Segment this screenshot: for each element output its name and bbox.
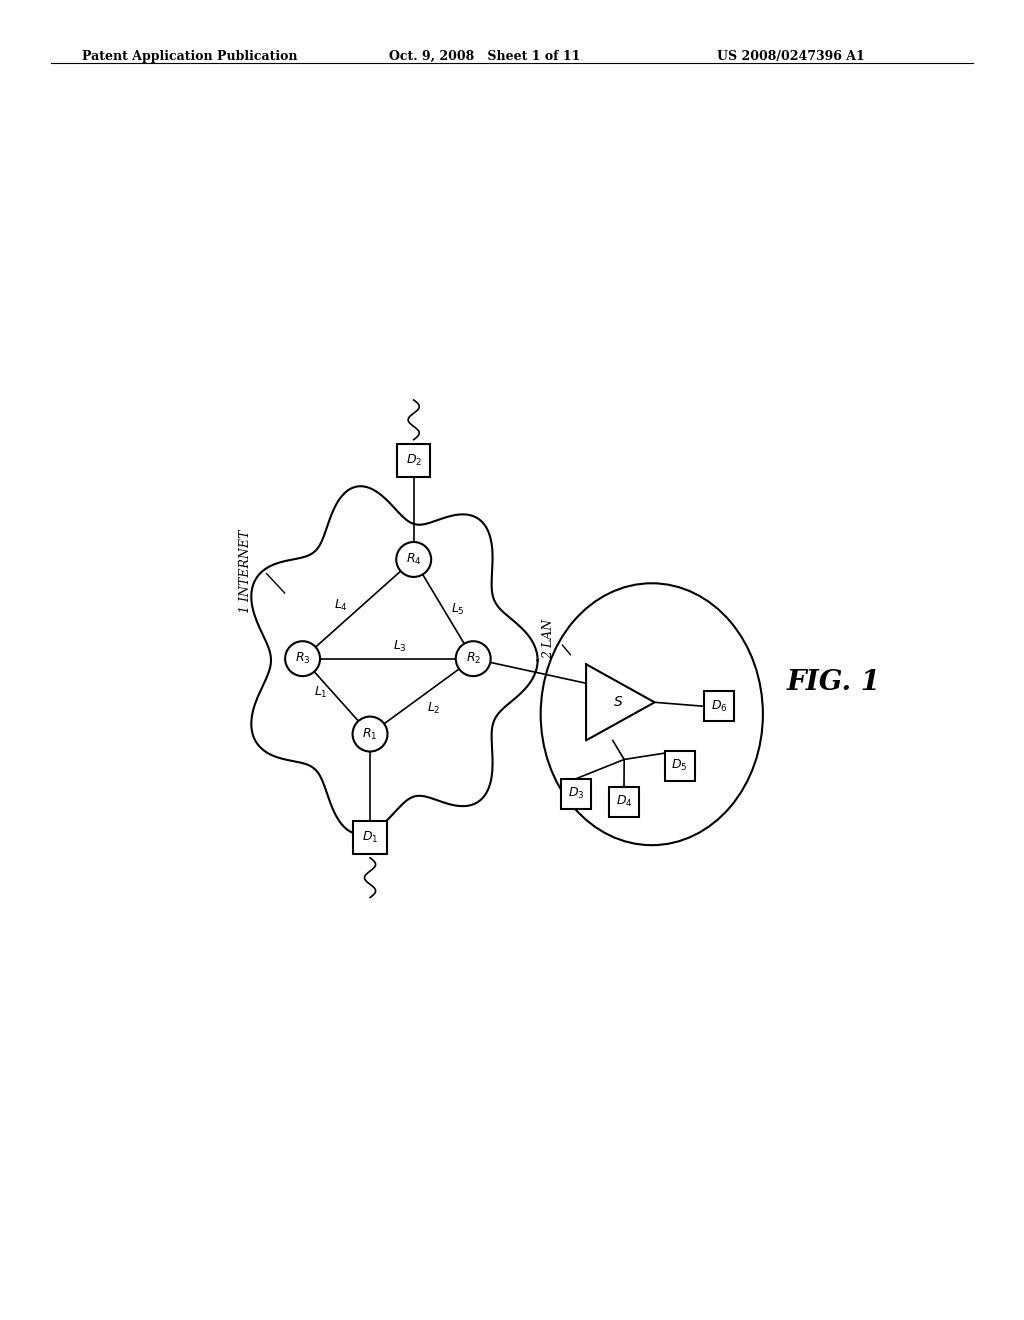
FancyBboxPatch shape (665, 751, 694, 781)
Text: Oct. 9, 2008   Sheet 1 of 11: Oct. 9, 2008 Sheet 1 of 11 (389, 50, 581, 63)
Circle shape (456, 642, 490, 676)
Text: $D_2$: $D_2$ (406, 453, 422, 467)
Text: $D_4$: $D_4$ (615, 793, 632, 809)
Text: Patent Application Publication: Patent Application Publication (82, 50, 297, 63)
Text: $D_1$: $D_1$ (361, 830, 378, 845)
Text: $L_4$: $L_4$ (334, 598, 348, 612)
Text: $L_1$: $L_1$ (313, 685, 328, 700)
Circle shape (352, 717, 387, 751)
FancyBboxPatch shape (397, 444, 430, 477)
FancyBboxPatch shape (705, 692, 734, 721)
Text: 1 INTERNET: 1 INTERNET (239, 529, 252, 612)
Polygon shape (586, 664, 654, 741)
Circle shape (396, 543, 431, 577)
Text: $R_4$: $R_4$ (406, 552, 422, 568)
Text: $L_5$: $L_5$ (451, 602, 465, 616)
Text: $L_2$: $L_2$ (427, 701, 440, 715)
Text: $S$: $S$ (613, 696, 624, 709)
Text: 2 LAN: 2 LAN (542, 619, 555, 659)
Text: $R_2$: $R_2$ (466, 651, 481, 667)
Text: $D_3$: $D_3$ (568, 785, 585, 801)
FancyBboxPatch shape (561, 779, 592, 809)
Text: $L_3$: $L_3$ (393, 639, 407, 655)
Text: US 2008/0247396 A1: US 2008/0247396 A1 (717, 50, 864, 63)
Text: $D_5$: $D_5$ (672, 758, 688, 774)
Text: $D_6$: $D_6$ (711, 698, 727, 714)
Text: $R_3$: $R_3$ (295, 651, 310, 667)
Circle shape (285, 642, 321, 676)
FancyBboxPatch shape (609, 787, 639, 817)
FancyBboxPatch shape (353, 821, 387, 854)
Text: FIG. 1: FIG. 1 (786, 669, 881, 697)
Text: $R_1$: $R_1$ (362, 726, 378, 742)
